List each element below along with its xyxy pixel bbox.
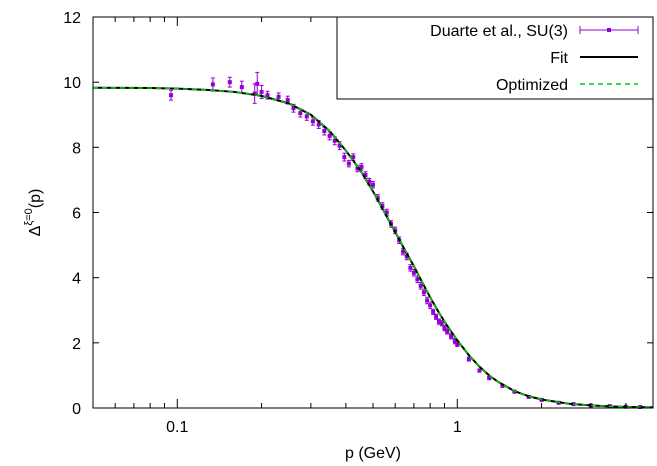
point-marker xyxy=(227,80,232,85)
point-marker xyxy=(359,164,364,169)
point-marker xyxy=(404,254,409,259)
point-marker xyxy=(428,303,433,308)
data-point xyxy=(252,83,257,104)
point-marker xyxy=(342,155,347,160)
point-marker xyxy=(255,81,260,86)
point-marker xyxy=(239,85,244,90)
point-marker xyxy=(415,277,420,282)
data-point xyxy=(239,80,244,94)
point-marker xyxy=(265,93,270,98)
point-marker xyxy=(285,98,290,103)
x-tick-label: 1 xyxy=(453,419,462,436)
point-marker xyxy=(210,82,215,87)
y-tick-label: 0 xyxy=(72,401,81,418)
y-axis-label-arg: (p) xyxy=(27,189,44,209)
point-marker xyxy=(327,133,332,138)
x-tick-label: 0.1 xyxy=(166,419,188,436)
point-marker xyxy=(411,270,416,275)
point-marker xyxy=(408,265,413,270)
point-marker xyxy=(421,290,426,295)
point-marker xyxy=(434,314,439,319)
point-marker xyxy=(442,326,447,331)
point-marker xyxy=(487,376,492,381)
legend-label: Duarte et al., SU(3) xyxy=(430,23,568,40)
point-marker xyxy=(477,368,482,373)
point-marker xyxy=(439,321,444,326)
point-marker xyxy=(322,129,327,134)
point-marker xyxy=(425,298,430,303)
optimized-line xyxy=(92,86,654,409)
legend-label: Fit xyxy=(550,50,568,67)
point-marker xyxy=(452,339,457,344)
point-marker xyxy=(363,173,368,178)
point-marker xyxy=(371,182,375,187)
data-point xyxy=(445,328,450,335)
data-point xyxy=(425,296,430,305)
point-marker xyxy=(466,357,471,362)
y-tick-label: 10 xyxy=(63,75,81,92)
point-marker xyxy=(367,179,372,184)
point-marker xyxy=(298,111,303,116)
point-marker xyxy=(259,89,264,94)
data-point xyxy=(342,152,347,162)
data-point xyxy=(346,159,351,168)
point-marker xyxy=(449,334,454,339)
point-marker xyxy=(310,119,315,124)
data-point xyxy=(408,264,413,272)
point-marker xyxy=(375,195,380,200)
point-marker xyxy=(332,138,337,143)
data-point xyxy=(210,77,215,92)
data-layer xyxy=(92,71,654,410)
y-tick-label: 8 xyxy=(72,140,81,157)
point-marker xyxy=(304,114,309,119)
fit-line xyxy=(92,86,654,409)
y-tick-label: 4 xyxy=(72,271,81,288)
point-marker xyxy=(380,203,385,208)
data-point xyxy=(169,89,174,101)
point-marker xyxy=(401,249,406,254)
point-marker xyxy=(445,329,450,334)
legend-label: Optimized xyxy=(496,77,568,94)
y-tick-label: 6 xyxy=(72,206,81,223)
point-marker xyxy=(351,155,356,160)
y-axis-label-base: Δ xyxy=(27,225,44,236)
point-marker xyxy=(337,143,342,148)
x-axis-label: p (GeV) xyxy=(345,445,401,462)
point-marker xyxy=(384,210,389,215)
legend: Duarte et al., SU(3) Fit Optimized xyxy=(336,16,654,100)
point-marker xyxy=(252,91,257,96)
legend-data-marker xyxy=(607,28,611,32)
point-marker xyxy=(346,161,351,166)
point-marker xyxy=(169,93,174,98)
point-marker xyxy=(431,309,436,314)
point-marker xyxy=(455,342,460,347)
y-axis-label-sup: ξ=0 xyxy=(23,208,35,225)
data-point xyxy=(428,301,433,310)
point-marker xyxy=(355,166,360,171)
y-tick-label: 2 xyxy=(72,336,81,353)
point-marker xyxy=(276,94,281,99)
point-marker xyxy=(291,106,296,111)
data-point xyxy=(227,76,232,88)
point-marker xyxy=(316,122,321,127)
point-marker xyxy=(418,283,423,288)
point-marker xyxy=(500,383,505,388)
point-marker xyxy=(436,319,441,324)
y-tick-label: 12 xyxy=(63,10,81,27)
y-axis-label: Δξ=0(p) xyxy=(23,189,44,237)
